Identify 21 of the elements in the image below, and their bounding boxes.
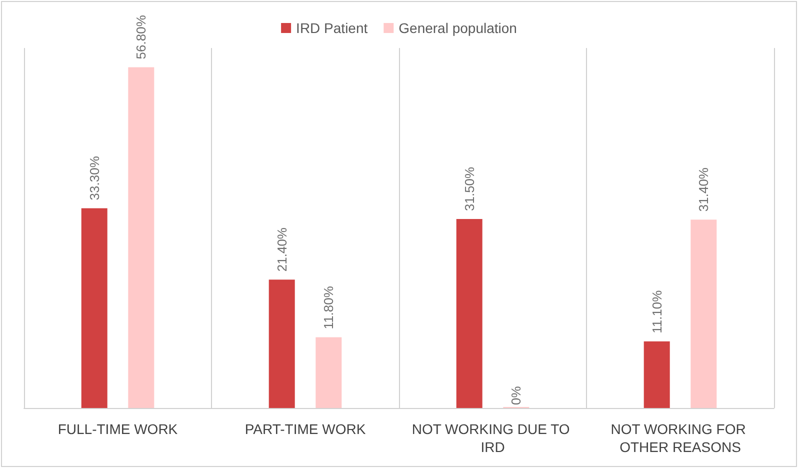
bar bbox=[268, 280, 295, 408]
bar bbox=[81, 208, 108, 408]
data-label: 31.40% bbox=[696, 167, 712, 212]
legend-label: General population bbox=[398, 20, 517, 36]
data-label: 11.10% bbox=[649, 290, 664, 334]
data-label: 56.80% bbox=[134, 14, 149, 60]
data-label: 33.30% bbox=[86, 156, 102, 200]
x-tick-label: PART-TIME WORK bbox=[244, 421, 366, 437]
data-label: 0% bbox=[508, 386, 524, 405]
bar bbox=[316, 337, 342, 408]
bar bbox=[644, 341, 670, 408]
data-label: 11.80% bbox=[321, 286, 336, 330]
x-tick-label: NOT WORKING DUE TO IRD bbox=[412, 421, 574, 455]
data-label: 31.50% bbox=[462, 166, 477, 211]
x-tick-label: FULL-TIME WORK bbox=[58, 421, 178, 437]
bar bbox=[128, 67, 154, 408]
bar bbox=[690, 220, 717, 408]
bar bbox=[456, 219, 482, 408]
x-tick-label: NOT WORKING FOR OTHER REASONS bbox=[610, 421, 750, 455]
legend-label: IRD Patient bbox=[296, 20, 368, 36]
data-label: 21.40% bbox=[274, 227, 290, 272]
